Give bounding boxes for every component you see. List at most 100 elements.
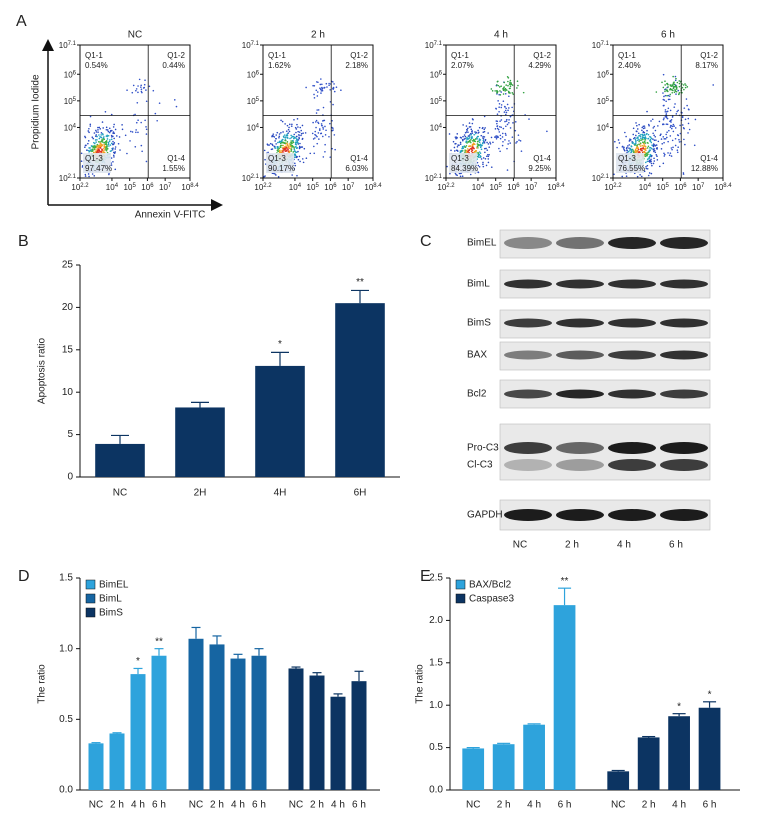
- tick-exponent: 7.1: [434, 41, 443, 47]
- event-dot: [681, 86, 684, 89]
- event-dot: [679, 124, 681, 127]
- event-dot: [684, 118, 687, 121]
- event-dot: [503, 88, 505, 91]
- event-dot: [332, 81, 334, 83]
- event-dot: [282, 144, 284, 147]
- event-dot: [87, 140, 90, 142]
- event-dot: [506, 169, 509, 171]
- event-dot: [277, 176, 280, 178]
- event-dot: [647, 133, 650, 136]
- event-dot: [302, 161, 305, 164]
- y-tick-label: 106: [247, 70, 260, 80]
- event-dot: [137, 85, 139, 87]
- event-dot: [502, 140, 504, 143]
- event-dot: [94, 145, 97, 147]
- event-dot: [654, 151, 657, 154]
- event-dot: [331, 147, 333, 150]
- event-dot: [285, 145, 287, 147]
- event-dot: [628, 144, 631, 146]
- event-dot: [674, 103, 676, 105]
- event-dot: [137, 131, 139, 134]
- tick-base: 10: [181, 183, 190, 192]
- event-dot: [653, 125, 656, 128]
- event-dot: [289, 137, 291, 140]
- event-dot: [101, 149, 103, 151]
- event-dot: [630, 145, 633, 148]
- event-dot: [647, 145, 650, 148]
- quadrant-name: Q1-3: [85, 154, 103, 163]
- event-dot: [333, 83, 335, 85]
- event-dot: [646, 167, 649, 170]
- event-dot: [642, 125, 645, 128]
- event-dot: [287, 132, 290, 134]
- event-dot: [656, 159, 659, 161]
- event-dot: [135, 89, 137, 92]
- event-dot: [282, 141, 284, 144]
- y-tick-label: 106: [597, 70, 610, 80]
- event-dot: [286, 144, 289, 147]
- event-dot: [652, 132, 654, 135]
- event-dot: [100, 139, 103, 141]
- event-dot: [278, 133, 281, 135]
- event-dot: [295, 156, 298, 159]
- bar: [553, 605, 576, 790]
- event-dot: [294, 126, 297, 129]
- bar: [351, 681, 367, 790]
- event-dot: [662, 98, 665, 101]
- event-dot: [100, 140, 103, 143]
- blot-band: [660, 279, 708, 289]
- event-dot: [496, 113, 499, 116]
- event-dot: [509, 79, 512, 82]
- event-dot: [633, 143, 635, 145]
- event-dot: [98, 145, 101, 147]
- event-dot: [476, 138, 478, 140]
- x-tick-label: 4 h: [131, 800, 145, 811]
- event-dot: [673, 125, 675, 127]
- y-tick-label: 105: [64, 96, 77, 106]
- event-dot: [666, 131, 668, 134]
- event-dot: [107, 135, 110, 137]
- event-dot: [140, 86, 142, 88]
- event-dot: [639, 145, 642, 147]
- event-dot: [286, 136, 288, 139]
- tick-base: 10: [307, 183, 316, 192]
- legend-label: BAX/Bcl2: [469, 580, 512, 591]
- event-dot: [95, 141, 97, 143]
- event-dot: [466, 148, 469, 150]
- event-dot: [499, 150, 501, 153]
- event-dot: [328, 82, 330, 85]
- event-dot: [455, 137, 457, 140]
- event-dot: [105, 126, 108, 129]
- y-tick-label: 102.1: [59, 174, 77, 184]
- event-dot: [648, 157, 650, 160]
- event-dot: [674, 79, 677, 82]
- event-dot: [294, 143, 297, 145]
- event-dot: [649, 138, 652, 141]
- tick-exponent: 6: [439, 70, 443, 76]
- event-dot: [471, 146, 474, 148]
- tick-exponent: 6: [256, 70, 260, 76]
- event-dot: [304, 132, 307, 134]
- event-dot: [91, 148, 94, 151]
- event-dot: [299, 126, 302, 129]
- y-axis-label: Propidium Iodide: [31, 74, 42, 149]
- event-dot: [90, 149, 92, 151]
- event-dot: [268, 144, 270, 146]
- panel-label: B: [18, 233, 29, 250]
- event-dot: [671, 148, 673, 151]
- tick-exponent: 7.1: [68, 41, 77, 47]
- event-dot: [328, 135, 330, 138]
- event-dot: [273, 136, 276, 138]
- event-dot: [502, 93, 505, 95]
- event-dot: [516, 140, 518, 143]
- event-dot: [635, 134, 637, 137]
- event-dot: [678, 85, 681, 88]
- x-tick-label: 102.2: [254, 183, 272, 193]
- event-dot: [487, 161, 490, 164]
- event-dot: [517, 84, 519, 87]
- event-dot: [670, 147, 673, 149]
- event-dot: [496, 122, 498, 125]
- tick-exponent: 7: [701, 183, 705, 189]
- event-dot: [678, 93, 680, 96]
